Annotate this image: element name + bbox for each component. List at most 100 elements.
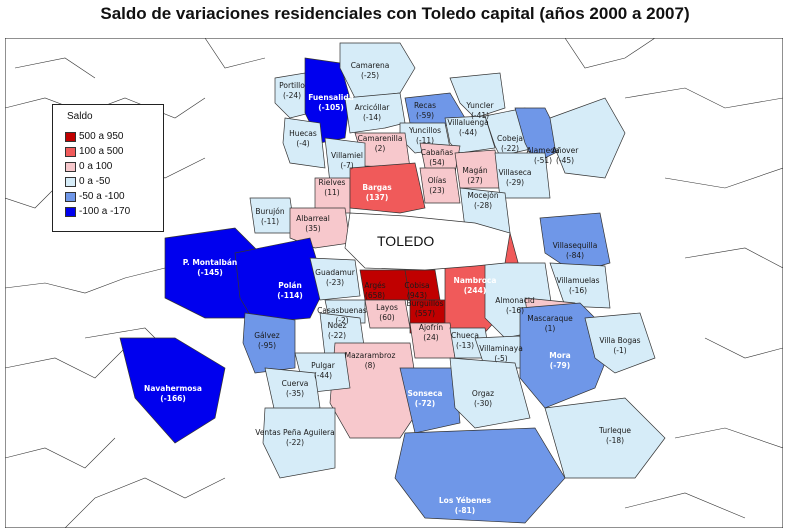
municipality-name: Noez xyxy=(328,321,347,330)
municipality-value: (60) xyxy=(379,313,394,322)
municipality-value: (-84) xyxy=(566,251,584,260)
municipality-name: Cabañas xyxy=(421,148,454,157)
legend-range-label: 100 a 500 xyxy=(79,146,124,157)
municipality-name: Cuerva xyxy=(282,379,309,388)
legend-range-label: -50 a -100 xyxy=(79,191,125,202)
municipality-value: (-44) xyxy=(314,371,332,380)
municipality-value: (557) xyxy=(415,309,435,318)
legend-swatch xyxy=(65,192,76,202)
municipality-value: (-13) xyxy=(456,341,474,350)
municipality-name: Villaseca xyxy=(498,168,531,177)
municipality-name: Villasequilla xyxy=(553,241,598,250)
municipality-value: (-114) xyxy=(277,291,303,300)
municipality-name: Yuncillos xyxy=(408,126,441,135)
legend-item: 0 a 100 xyxy=(65,161,113,173)
legend-item: 500 a 950 xyxy=(65,131,124,143)
legend-range-label: 0 a 100 xyxy=(79,161,113,172)
municipality-value: (658) xyxy=(365,291,385,300)
legend-range-label: 500 a 950 xyxy=(79,131,124,142)
municipality-value: (-45) xyxy=(556,156,574,165)
municipality-name: Arcicóllar xyxy=(355,103,391,112)
municipality-name: Rielves xyxy=(319,178,346,187)
legend-swatch xyxy=(65,147,76,157)
municipality-region xyxy=(309,257,361,301)
municipality-name: Huecas xyxy=(289,129,317,138)
municipality-region xyxy=(282,117,326,169)
municipality-value: (27) xyxy=(467,176,482,185)
municipality-value: (-11) xyxy=(261,217,279,226)
municipality-name: Albarreal xyxy=(296,214,330,223)
municipality-value: (11) xyxy=(324,188,339,197)
legend-item: 100 a 500 xyxy=(65,146,124,158)
toledo-city-label: TOLEDO xyxy=(377,233,434,249)
municipality-name: Mazarambroz xyxy=(345,351,396,360)
municipality-name: Ajofrín xyxy=(419,323,444,332)
legend-swatch xyxy=(65,162,76,172)
municipality-value: (-25) xyxy=(361,71,379,80)
municipality-value: (1) xyxy=(545,324,556,333)
municipality-value: (8) xyxy=(365,361,376,370)
municipality-name: Camarena xyxy=(351,61,390,70)
legend-item: -50 a -100 xyxy=(65,191,125,203)
municipality-name: Pulgar xyxy=(311,361,336,370)
municipality-labels: Portillo(-24) Fuensalida(-105)Camarena(-2… xyxy=(144,61,641,515)
municipality-name: Casasbuenas xyxy=(317,306,367,315)
municipality-name: Polán xyxy=(278,281,302,290)
legend: Saldo 500 a 950 100 a 500 0 a 100 0 a -50 -5… xyxy=(52,104,164,232)
municipality-value: (54) xyxy=(429,158,444,167)
municipality-name: Villamiel xyxy=(331,151,363,160)
municipality-name: Camarenilla xyxy=(358,134,403,143)
municipality-region xyxy=(394,427,566,524)
municipality-value: (-4) xyxy=(296,139,309,148)
municipality-region xyxy=(494,152,551,199)
municipality-value: (-7) xyxy=(340,161,353,170)
municipality-region xyxy=(234,237,326,324)
municipality-value: (-23) xyxy=(326,278,344,287)
municipality-name: Turleque xyxy=(598,426,631,435)
municipality-value: (-5) xyxy=(494,354,507,363)
municipality-name: Guadamur xyxy=(315,268,356,277)
municipality-name: Los Yébenes xyxy=(439,496,492,505)
municipality-name: Navahermosa xyxy=(144,384,202,393)
toledo-city-area xyxy=(344,212,511,271)
municipality-name: Cobeja xyxy=(497,134,523,143)
municipality-name: Sonseca xyxy=(408,389,443,398)
municipality-region xyxy=(449,357,531,429)
municipality-value: (-30) xyxy=(474,399,492,408)
municipality-value: (2) xyxy=(375,144,386,153)
municipality-region xyxy=(544,397,666,479)
municipality-region xyxy=(549,97,626,179)
municipality-value: (-105) xyxy=(318,103,344,112)
municipality-region xyxy=(262,407,336,479)
municipality-value: (-22) xyxy=(501,144,519,153)
municipality-value: (-14) xyxy=(363,113,381,122)
municipality-name: Orgaz xyxy=(472,389,494,398)
municipality-name: Cobisa xyxy=(404,281,429,290)
municipality-value: (137) xyxy=(366,193,389,202)
municipality-region xyxy=(584,312,656,374)
municipality-value: (-44) xyxy=(459,128,477,137)
municipality-region xyxy=(444,115,496,154)
legend-item: 0 a -50 xyxy=(65,176,110,188)
municipality-value: (-28) xyxy=(474,201,492,210)
municipality-name: Gálvez xyxy=(254,331,280,340)
municipality-value: (-24) xyxy=(283,91,301,100)
municipality-name: Mora xyxy=(549,351,570,360)
municipality-value: (-2) xyxy=(335,316,348,325)
municipality-name: Alameda xyxy=(526,146,559,155)
municipality-name: Recas xyxy=(414,101,436,110)
municipality-region xyxy=(119,337,226,444)
municipality-name: Ventas Peña Aguilera xyxy=(255,428,334,437)
municipality-region xyxy=(399,367,461,434)
municipality-name: Villaluenga xyxy=(447,118,488,127)
municipality-name: Burujón xyxy=(255,207,284,216)
municipality-value: (-16) xyxy=(506,306,524,315)
municipality-value: (-1) xyxy=(613,346,626,355)
municipality-name: Magán xyxy=(462,166,487,175)
municipality-region xyxy=(274,72,311,119)
choropleth-map: Portillo(-24) Fuensalida(-105)Camarena(-2… xyxy=(5,38,783,528)
legend-swatch xyxy=(65,207,76,217)
municipality-region xyxy=(514,107,566,164)
municipality-value: (-16) xyxy=(569,286,587,295)
municipality-name: Chueca xyxy=(451,331,479,340)
